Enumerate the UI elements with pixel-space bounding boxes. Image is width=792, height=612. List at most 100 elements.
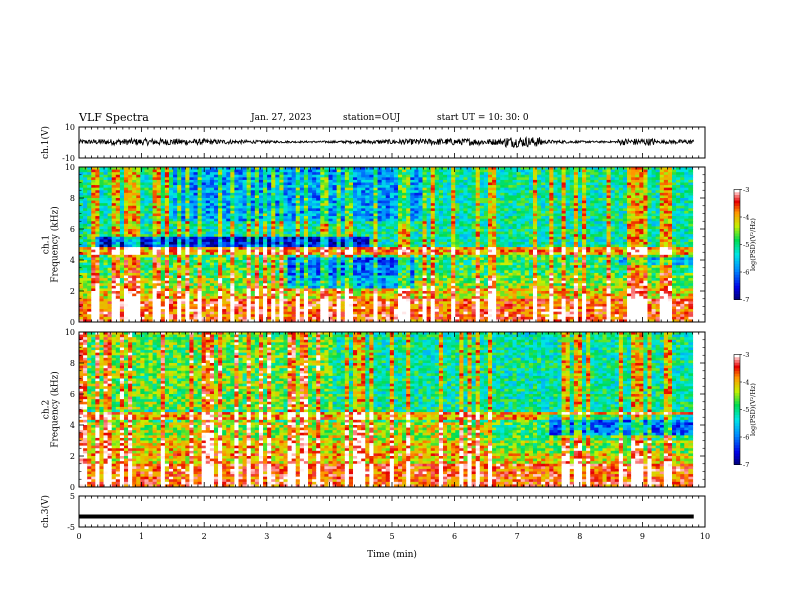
spectrogram-cell	[79, 306, 84, 310]
spectrogram-cell	[168, 267, 174, 271]
spectrogram-cell	[295, 298, 301, 302]
spectrogram-cell	[279, 239, 285, 243]
spectrogram-cell	[291, 236, 297, 240]
spectrogram-cell	[291, 314, 297, 318]
spectrogram-cell	[218, 285, 223, 290]
spectrogram-cell	[173, 218, 178, 222]
spectrogram-cell	[128, 174, 133, 178]
spectrogram-cell	[250, 301, 256, 305]
spectrogram-cell	[238, 229, 244, 233]
spectrogram-cell	[295, 213, 301, 217]
spectrogram-cell	[295, 254, 301, 259]
spectrogram-cell	[258, 278, 264, 282]
spectrogram-cell	[168, 303, 174, 308]
spectrogram-cell	[95, 293, 101, 297]
spectrogram-cell	[119, 198, 125, 202]
spectrogram-cell	[230, 298, 236, 302]
spectrogram-cell	[218, 203, 223, 207]
spectrogram-cell	[218, 187, 223, 191]
spectrogram-cell	[283, 244, 289, 248]
spectrogram-cell	[238, 291, 244, 295]
spectrogram-cell	[299, 301, 305, 305]
spectrogram-cell	[222, 260, 227, 264]
spectrogram-cell	[213, 192, 219, 197]
spectrogram-cell	[303, 208, 309, 212]
spectrogram-cell	[111, 301, 117, 305]
spectrogram-cell	[303, 272, 309, 277]
spectrogram-cell	[197, 239, 203, 243]
spectrogram-cell	[209, 179, 215, 184]
spectrogram-cell	[299, 291, 305, 295]
spectrogram-cell	[254, 210, 260, 215]
spectrogram-cell	[312, 198, 317, 202]
spectrogram-cell	[193, 257, 199, 261]
spectrogram-cell	[83, 288, 88, 292]
spectrogram-cell	[213, 306, 219, 310]
spectrogram-cell	[111, 293, 117, 297]
spectrogram-cell	[267, 316, 272, 321]
spectrogram-cell	[181, 221, 186, 225]
spectrogram-cell	[308, 291, 313, 295]
spectrogram-cell	[156, 249, 162, 253]
spectrogram-cell	[299, 293, 305, 297]
spectrogram-cell	[185, 229, 191, 233]
spectrogram-cell	[312, 316, 317, 321]
spectrogram-cell	[103, 244, 109, 248]
spectrogram-cell	[99, 314, 105, 318]
spectrogram-cell	[218, 280, 223, 284]
spectrogram-cell	[193, 314, 199, 318]
spectrogram-cell	[308, 265, 313, 269]
spectrogram-cell	[164, 254, 170, 259]
spectrogram-cell	[213, 257, 219, 261]
spectrogram-cell	[303, 280, 309, 284]
spectrogram-cell	[234, 195, 240, 199]
spectrogram-cell	[119, 167, 125, 171]
spectrogram-cell	[218, 190, 223, 194]
spectrogram-cell	[173, 252, 178, 256]
spectrogram-cell	[283, 216, 289, 220]
spectrogram-cell	[136, 278, 141, 282]
spectrogram-cell	[226, 221, 231, 225]
spectrogram-cell	[303, 309, 309, 313]
spectrogram-cell	[128, 267, 133, 271]
spectrogram-cell	[283, 229, 289, 233]
spectrogram-cell	[123, 200, 129, 204]
spectrogram-cell	[189, 200, 195, 204]
spectrogram-cell	[103, 316, 109, 321]
spectrogram-cell	[132, 167, 137, 171]
spectrogram-cell	[95, 203, 101, 207]
spectrogram-cell	[299, 275, 305, 279]
spectrogram-cell	[189, 285, 195, 290]
spectrogram-cell	[279, 301, 285, 305]
spectrogram-cell	[144, 306, 150, 310]
spectrogram-cell	[148, 262, 154, 266]
spectrogram-cell	[218, 272, 223, 277]
spectrogram-cell	[226, 319, 231, 322]
spectrogram-cell	[152, 203, 158, 207]
spectrogram-cell	[185, 283, 191, 287]
spectrogram-cell	[91, 319, 96, 322]
spectrogram-cell	[258, 296, 264, 300]
spectrogram-cell	[128, 223, 133, 228]
spectrogram-cell	[156, 239, 162, 243]
spectrogram-cell	[140, 316, 146, 321]
spectrogram-cell	[168, 301, 174, 305]
spectrogram-cell	[87, 192, 92, 197]
spectrogram-cell	[308, 288, 313, 292]
spectrogram-cell	[218, 241, 223, 246]
spectrogram-cell	[230, 267, 236, 271]
spectrogram-cell	[95, 275, 101, 279]
spectrogram-cell	[218, 231, 223, 235]
spectrogram-cell	[119, 205, 125, 209]
spectrogram-cell	[205, 252, 211, 256]
spectrogram-cell	[271, 272, 276, 277]
spectrogram-cell	[287, 192, 293, 197]
spectrogram-cell	[197, 309, 203, 313]
spectrogram-cell	[119, 200, 125, 204]
spectrogram-cell	[218, 185, 223, 189]
spectrogram-cell	[160, 223, 166, 228]
spectrogram-cell	[91, 210, 96, 215]
spectrogram-cell	[132, 314, 137, 318]
spectrogram-cell	[185, 314, 191, 318]
spectrogram-cell	[83, 241, 88, 246]
